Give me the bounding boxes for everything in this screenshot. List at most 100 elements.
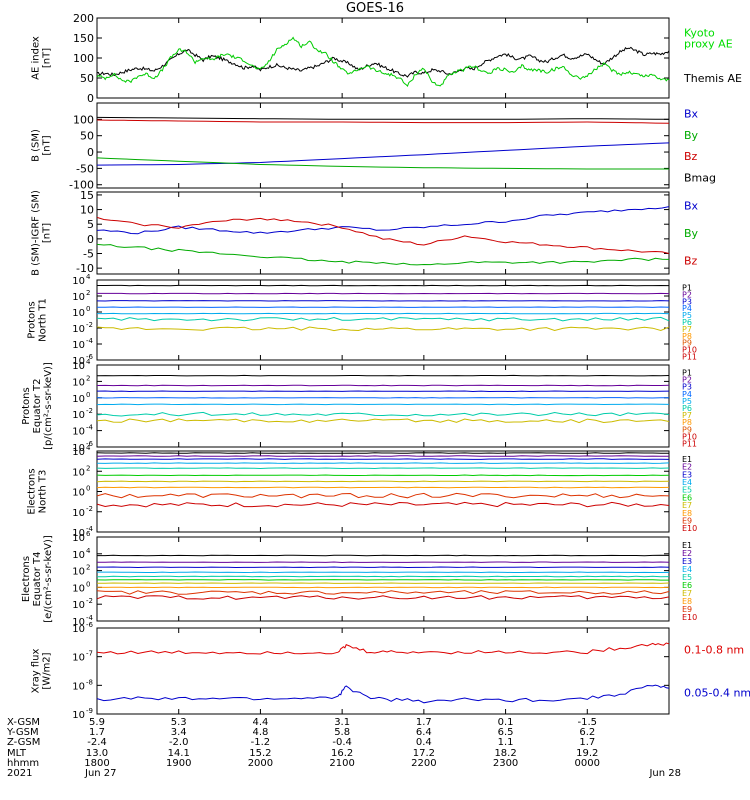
legend-label: 0.05-0.4 nm — [684, 687, 750, 700]
series-line — [96, 474, 670, 477]
legend-label: E4 — [682, 478, 692, 487]
x-info-row-label: 2021 — [7, 768, 32, 779]
series-line — [97, 554, 670, 557]
legend-label: Bx — [684, 200, 699, 213]
legend-label: P11 — [682, 439, 697, 448]
x-info-row-value: 13.0 — [86, 748, 108, 759]
series-line — [96, 326, 670, 332]
y-tick-label: 10 — [72, 410, 85, 421]
series-line — [96, 418, 670, 424]
panel-frame — [96, 627, 670, 715]
y-tick-label: 10 — [72, 447, 85, 458]
series-line — [97, 575, 670, 578]
y-axis-label: [nT] — [42, 135, 53, 155]
legend-label: Bz — [684, 150, 698, 163]
x-info-row-value: 2100 — [329, 758, 354, 769]
y-axis-label: Protons — [21, 387, 32, 424]
x-info-row-label: X-GSM — [7, 717, 40, 728]
legend-label: P2 — [682, 376, 692, 385]
y-tick-label: 10 — [72, 394, 85, 405]
y-tick-label: 50 — [80, 72, 94, 85]
y-tick-exponent: 4 — [86, 547, 91, 555]
series-line — [96, 374, 670, 377]
series-line — [96, 579, 669, 581]
y-axis-label: North T1 — [38, 298, 49, 342]
x-info-row-value: -0.4 — [332, 737, 352, 748]
y-tick-label: 5 — [87, 218, 94, 231]
y-tick-label: 0 — [87, 92, 94, 105]
legend-label: P9 — [682, 425, 692, 434]
x-info-row-value: 0000 — [575, 758, 600, 769]
legend-label: P8 — [682, 418, 692, 427]
y-tick-exponent: 2 — [86, 374, 90, 382]
series-line — [96, 492, 670, 499]
y-tick-label: 100 — [73, 113, 94, 126]
y-tick-exponent: -8 — [86, 678, 93, 686]
y-tick-exponent: 6 — [86, 530, 91, 538]
y-tick-exponent: -4 — [86, 424, 94, 432]
y-axis-label: Electrons — [21, 556, 32, 602]
y-axis-label: [e/(cm²-s-sr-keV)] — [43, 535, 54, 623]
y-axis-label: [p/(cm²-s-sr-keV)] — [43, 362, 54, 450]
y-tick-label: 10 — [72, 308, 85, 319]
x-info-row-value: -2.0 — [169, 737, 189, 748]
y-tick-label: 10 — [72, 681, 85, 692]
y-tick-exponent: -4 — [86, 337, 94, 345]
legend-label: E3 — [682, 557, 692, 566]
y-tick-exponent: -9 — [86, 707, 93, 715]
y-axis-label: Equator T4 — [32, 552, 43, 607]
legend-label: E3 — [682, 470, 692, 479]
series-line — [96, 501, 670, 508]
y-tick-label: 10 — [72, 356, 85, 367]
x-info-row-value: Jun 27 — [84, 768, 117, 779]
legend-label: P6 — [682, 404, 692, 413]
y-tick-label: 0 — [87, 233, 94, 246]
y-tick-label: 10 — [72, 533, 85, 544]
x-info-row-value: Jun 28 — [648, 768, 681, 779]
y-tick-label: 10 — [72, 528, 85, 539]
legend-label: E8 — [682, 509, 692, 518]
x-info-row-label: MLT — [7, 748, 27, 759]
y-tick-label: 10 — [72, 324, 85, 335]
x-info-row-value: 17.2 — [413, 748, 435, 759]
x-info-row-value: 2200 — [411, 758, 436, 769]
y-tick-label: 15 — [80, 189, 94, 202]
legend-label: Bz — [684, 254, 698, 267]
series-line — [96, 119, 670, 124]
series-line — [96, 586, 670, 589]
legend-label: P1 — [682, 283, 692, 292]
legend-label: E9 — [682, 605, 692, 614]
y-tick-label: -100 — [69, 179, 94, 192]
y-tick-label: 10 — [72, 292, 85, 303]
y-tick-exponent: -6 — [86, 440, 94, 448]
series-line — [96, 411, 670, 417]
panel-frame — [96, 279, 670, 361]
y-tick-label: 10 — [72, 653, 85, 664]
legend-label: Bx — [684, 108, 699, 121]
y-tick-exponent: 0 — [86, 485, 90, 493]
y-axis-label: [W/m2] — [42, 652, 53, 689]
legend-label: E10 — [682, 524, 697, 533]
x-info-row-label: Y-GSM — [6, 727, 39, 738]
legend-label: P4 — [682, 390, 692, 399]
y-axis-label: [nT] — [42, 48, 53, 68]
legend-label: E1 — [682, 455, 692, 464]
legend-label: E4 — [682, 565, 692, 574]
y-axis-label: B (SM)-IGRF (SM) — [31, 190, 42, 276]
y-tick-label: 10 — [72, 377, 85, 388]
legend-label: P11 — [682, 353, 697, 362]
legend-label: P5 — [682, 397, 692, 406]
y-tick-label: 10 — [72, 567, 85, 578]
y-tick-label: 10 — [72, 467, 85, 478]
y-tick-exponent: 0 — [86, 305, 90, 313]
y-tick-exponent: -6 — [86, 353, 94, 361]
x-info-row-value: 1.1 — [498, 737, 514, 748]
legend-label: By — [684, 129, 699, 142]
series-line — [96, 452, 669, 454]
y-tick-label: 50 — [80, 130, 94, 143]
y-tick-label: 10 — [72, 340, 85, 351]
y-tick-label: 10 — [72, 427, 85, 438]
y-tick-exponent: -6 — [86, 621, 94, 629]
y-axis-label: AE index — [31, 36, 42, 80]
